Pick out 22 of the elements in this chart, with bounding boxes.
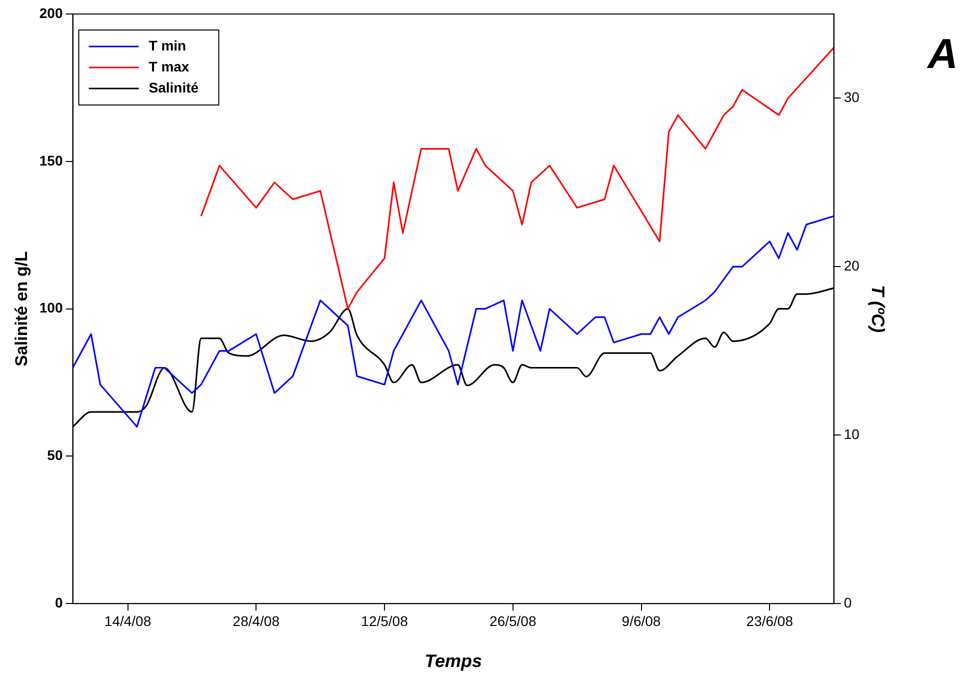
legend-label: T max xyxy=(148,58,190,74)
legend-label: T min xyxy=(148,37,186,54)
y-axis-title: Salinité en g/L xyxy=(12,251,31,366)
x-axis-title: Temps xyxy=(424,651,482,672)
y2-tick-label: 20 xyxy=(844,258,860,274)
y-tick-label: 0 xyxy=(54,594,63,610)
x-tick-label: 28/4/08 xyxy=(232,612,280,629)
x-tick-label: 26/5/08 xyxy=(490,612,536,629)
y-tick-label: 200 xyxy=(39,4,63,21)
y-tick-label: 100 xyxy=(39,300,63,316)
legend-label: Salinité xyxy=(148,79,199,96)
y2-axis-title: T (ºC) xyxy=(868,285,888,333)
x-tick-label: 14/4/08 xyxy=(104,612,152,629)
x-tick-label: 23/6/08 xyxy=(746,612,794,629)
x-tick-label: 12/5/08 xyxy=(361,612,408,629)
y2-tick-label: 0 xyxy=(844,594,852,610)
y2-tick-label: 10 xyxy=(844,426,860,442)
y2-tick-label: 30 xyxy=(844,89,860,106)
x-tick-label: 9/6/08 xyxy=(622,612,661,629)
y-tick-label: 50 xyxy=(47,447,63,464)
y-tick-label: 150 xyxy=(39,152,63,168)
text: A xyxy=(928,30,958,78)
